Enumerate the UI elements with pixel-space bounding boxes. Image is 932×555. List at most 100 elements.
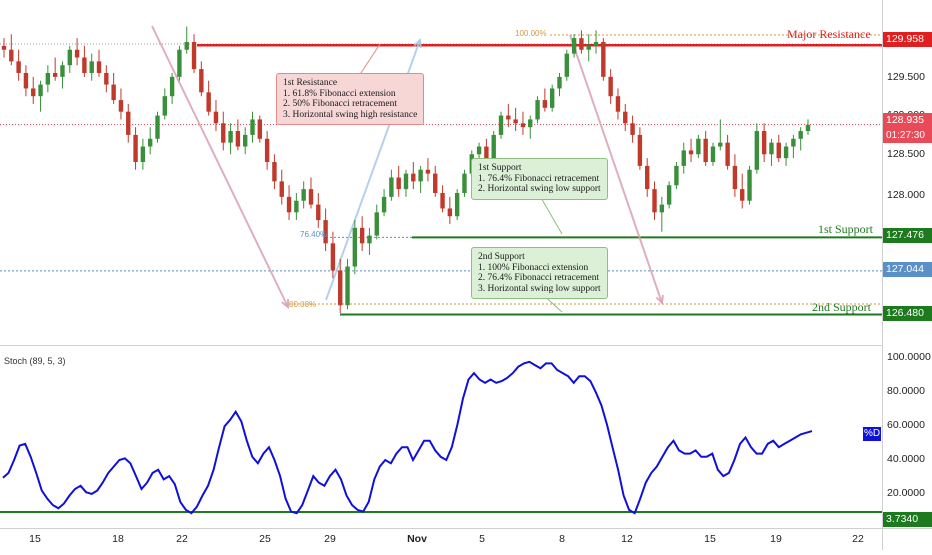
candle-body bbox=[374, 212, 379, 236]
stoch-series-tag: %D bbox=[863, 427, 881, 441]
candle-body bbox=[418, 169, 423, 182]
candle-body bbox=[506, 115, 511, 120]
major-resistance-price-tag: 129.958 bbox=[883, 32, 932, 47]
down-arrow-left-head bbox=[281, 298, 290, 310]
candle-body bbox=[454, 192, 460, 217]
candle-body bbox=[31, 88, 36, 97]
candle-body bbox=[228, 131, 233, 143]
candle-body bbox=[791, 138, 796, 147]
candle-body bbox=[564, 53, 569, 77]
candle-body bbox=[747, 169, 752, 201]
candle-body bbox=[425, 169, 431, 174]
note-line: 1. 100% Fibonacci extension bbox=[478, 262, 589, 273]
candle-body bbox=[601, 42, 606, 77]
candle-body bbox=[279, 181, 284, 197]
candle-body bbox=[396, 177, 401, 190]
candle-body bbox=[316, 204, 321, 221]
candle-body bbox=[162, 96, 167, 116]
note-title: 1st Resistance bbox=[283, 78, 338, 88]
level-127-price-tag: 127.044 bbox=[883, 262, 932, 277]
candle-body bbox=[630, 123, 635, 135]
candle-body bbox=[323, 220, 328, 244]
note-line: 1. 61.8% Fibonacci extension bbox=[283, 88, 396, 99]
candle-body bbox=[761, 131, 767, 155]
candle-body bbox=[82, 57, 87, 73]
candle-body bbox=[520, 123, 526, 128]
candle-body bbox=[411, 173, 416, 182]
candle-body bbox=[645, 165, 650, 190]
stoch-tick: 100.0000 bbox=[887, 351, 931, 363]
candle-body bbox=[484, 146, 489, 159]
candle-body bbox=[696, 138, 701, 155]
candle-body bbox=[615, 96, 621, 112]
candle-body bbox=[104, 72, 109, 85]
candle-body bbox=[23, 72, 29, 89]
candle-body bbox=[147, 138, 153, 147]
first-support-label: 1st Support bbox=[818, 222, 874, 236]
candle-body bbox=[798, 131, 803, 139]
second-support-price-tag: 126.480 bbox=[883, 306, 932, 321]
up-arrow-head bbox=[413, 37, 422, 49]
candle-body bbox=[608, 76, 613, 97]
candle-body bbox=[9, 49, 14, 62]
candle-body bbox=[257, 119, 263, 139]
candle-body bbox=[403, 173, 409, 190]
indicator-title: Stoch (89, 5, 3) bbox=[4, 356, 66, 366]
candle-body bbox=[301, 189, 306, 201]
candle-body bbox=[740, 189, 745, 201]
time-tick: 8 bbox=[559, 533, 565, 545]
candle-body bbox=[1, 45, 7, 50]
candle-body bbox=[703, 138, 708, 163]
candle-body bbox=[359, 227, 365, 244]
candle-body bbox=[235, 131, 241, 147]
candle-body bbox=[111, 84, 116, 101]
time-tick: 12 bbox=[621, 533, 633, 545]
first-support-note: 1st Support 1. 76.4% Fibonacci retraceme… bbox=[471, 158, 608, 200]
fib-top-label: 100.00% bbox=[515, 29, 547, 38]
candle-body bbox=[308, 189, 314, 205]
candle-body bbox=[133, 134, 138, 163]
candle-body bbox=[586, 45, 591, 50]
major-resistance-label: Major Resistance bbox=[787, 27, 871, 41]
candle-body bbox=[783, 146, 789, 159]
candle-body bbox=[286, 196, 292, 213]
candle-body bbox=[674, 165, 679, 186]
candle-body bbox=[199, 69, 204, 93]
time-tick: 22 bbox=[852, 533, 864, 545]
candle-body bbox=[666, 185, 672, 205]
fib-bottom-label: 00.00% bbox=[289, 300, 317, 309]
price-tick: 129.500 bbox=[887, 71, 925, 83]
candle-body bbox=[491, 134, 496, 159]
candle-body bbox=[447, 208, 453, 217]
note-line: 3. Horizontal swing low support bbox=[478, 283, 601, 294]
stochastic-pane bbox=[0, 360, 882, 515]
candle-body bbox=[462, 173, 467, 193]
time-tick: Nov bbox=[407, 533, 427, 545]
down-arrow-right-head bbox=[655, 294, 664, 306]
candle-body bbox=[330, 243, 336, 271]
candle-body bbox=[776, 142, 781, 159]
candle-body bbox=[805, 124, 811, 132]
candle-body bbox=[389, 177, 394, 197]
time-tick: 15 bbox=[29, 533, 41, 545]
time-tick: 29 bbox=[324, 533, 336, 545]
candle-body bbox=[623, 111, 628, 124]
candle-body bbox=[126, 111, 131, 135]
down-arrow-right bbox=[569, 34, 663, 304]
first-resistance-note: 1st Resistance 1. 61.8% Fibonacci extens… bbox=[276, 73, 425, 125]
down-arrow-left bbox=[151, 25, 289, 308]
stoch-tick: 40.0000 bbox=[887, 453, 925, 465]
note-line: 3. Horizontal swing high resistance bbox=[283, 109, 418, 120]
stoch-tick: 60.0000 bbox=[887, 419, 925, 431]
time-tick: 5 bbox=[479, 533, 485, 545]
candle-body bbox=[96, 61, 102, 73]
candle-body bbox=[754, 131, 760, 170]
level-lines bbox=[0, 34, 882, 316]
stoch-level-tag: 3.7340 bbox=[883, 512, 932, 527]
candle-body bbox=[688, 150, 694, 155]
candle-body bbox=[177, 49, 182, 77]
candle-body bbox=[155, 115, 160, 139]
candle-body bbox=[476, 146, 482, 155]
candle-body bbox=[345, 266, 350, 306]
